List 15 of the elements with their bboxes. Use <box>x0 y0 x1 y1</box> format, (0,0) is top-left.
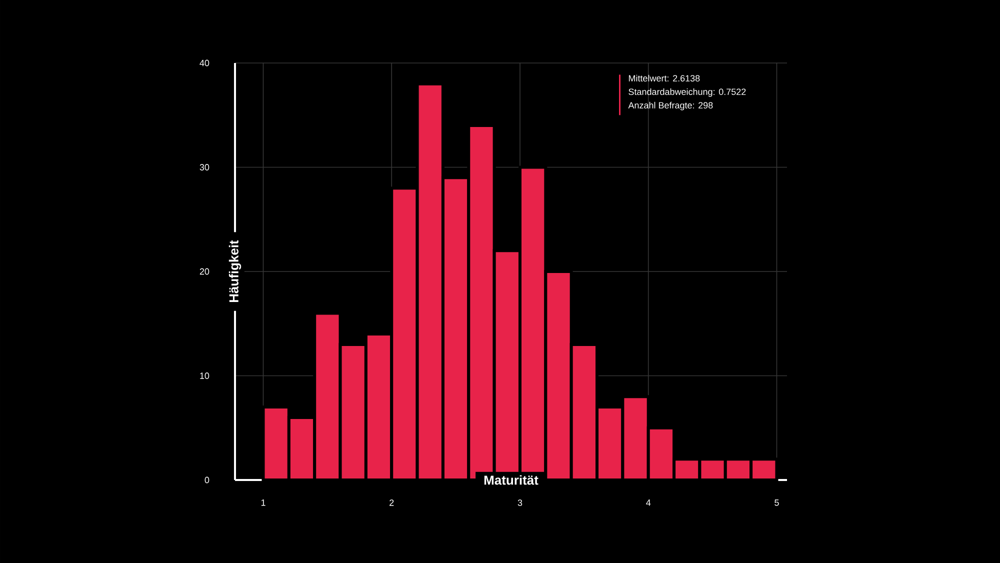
x-tick-label: 4 <box>646 500 651 506</box>
annotation: Standardabweichung: 0.7522 <box>628 88 746 97</box>
x-axis-title: Maturität <box>484 475 538 485</box>
y-tick-label: 20 <box>200 268 210 275</box>
y-tick-label: 10 <box>200 372 210 379</box>
annotation: Anzahl Befragte: 298 <box>628 102 713 110</box>
y-axis-title: Häufigkeit <box>228 240 242 302</box>
x-tick-label: 1 <box>261 500 266 506</box>
y-tick-label: 40 <box>200 60 210 66</box>
annotation: Mittelwert: 2.6138 <box>628 74 700 82</box>
x-tick-label: 2 <box>390 500 394 506</box>
x-tick-label: 3 <box>518 500 522 506</box>
y-tick-label: 0 <box>204 476 210 484</box>
x-tick-label: 5 <box>774 500 779 506</box>
y-tick-label: 30 <box>200 164 210 170</box>
